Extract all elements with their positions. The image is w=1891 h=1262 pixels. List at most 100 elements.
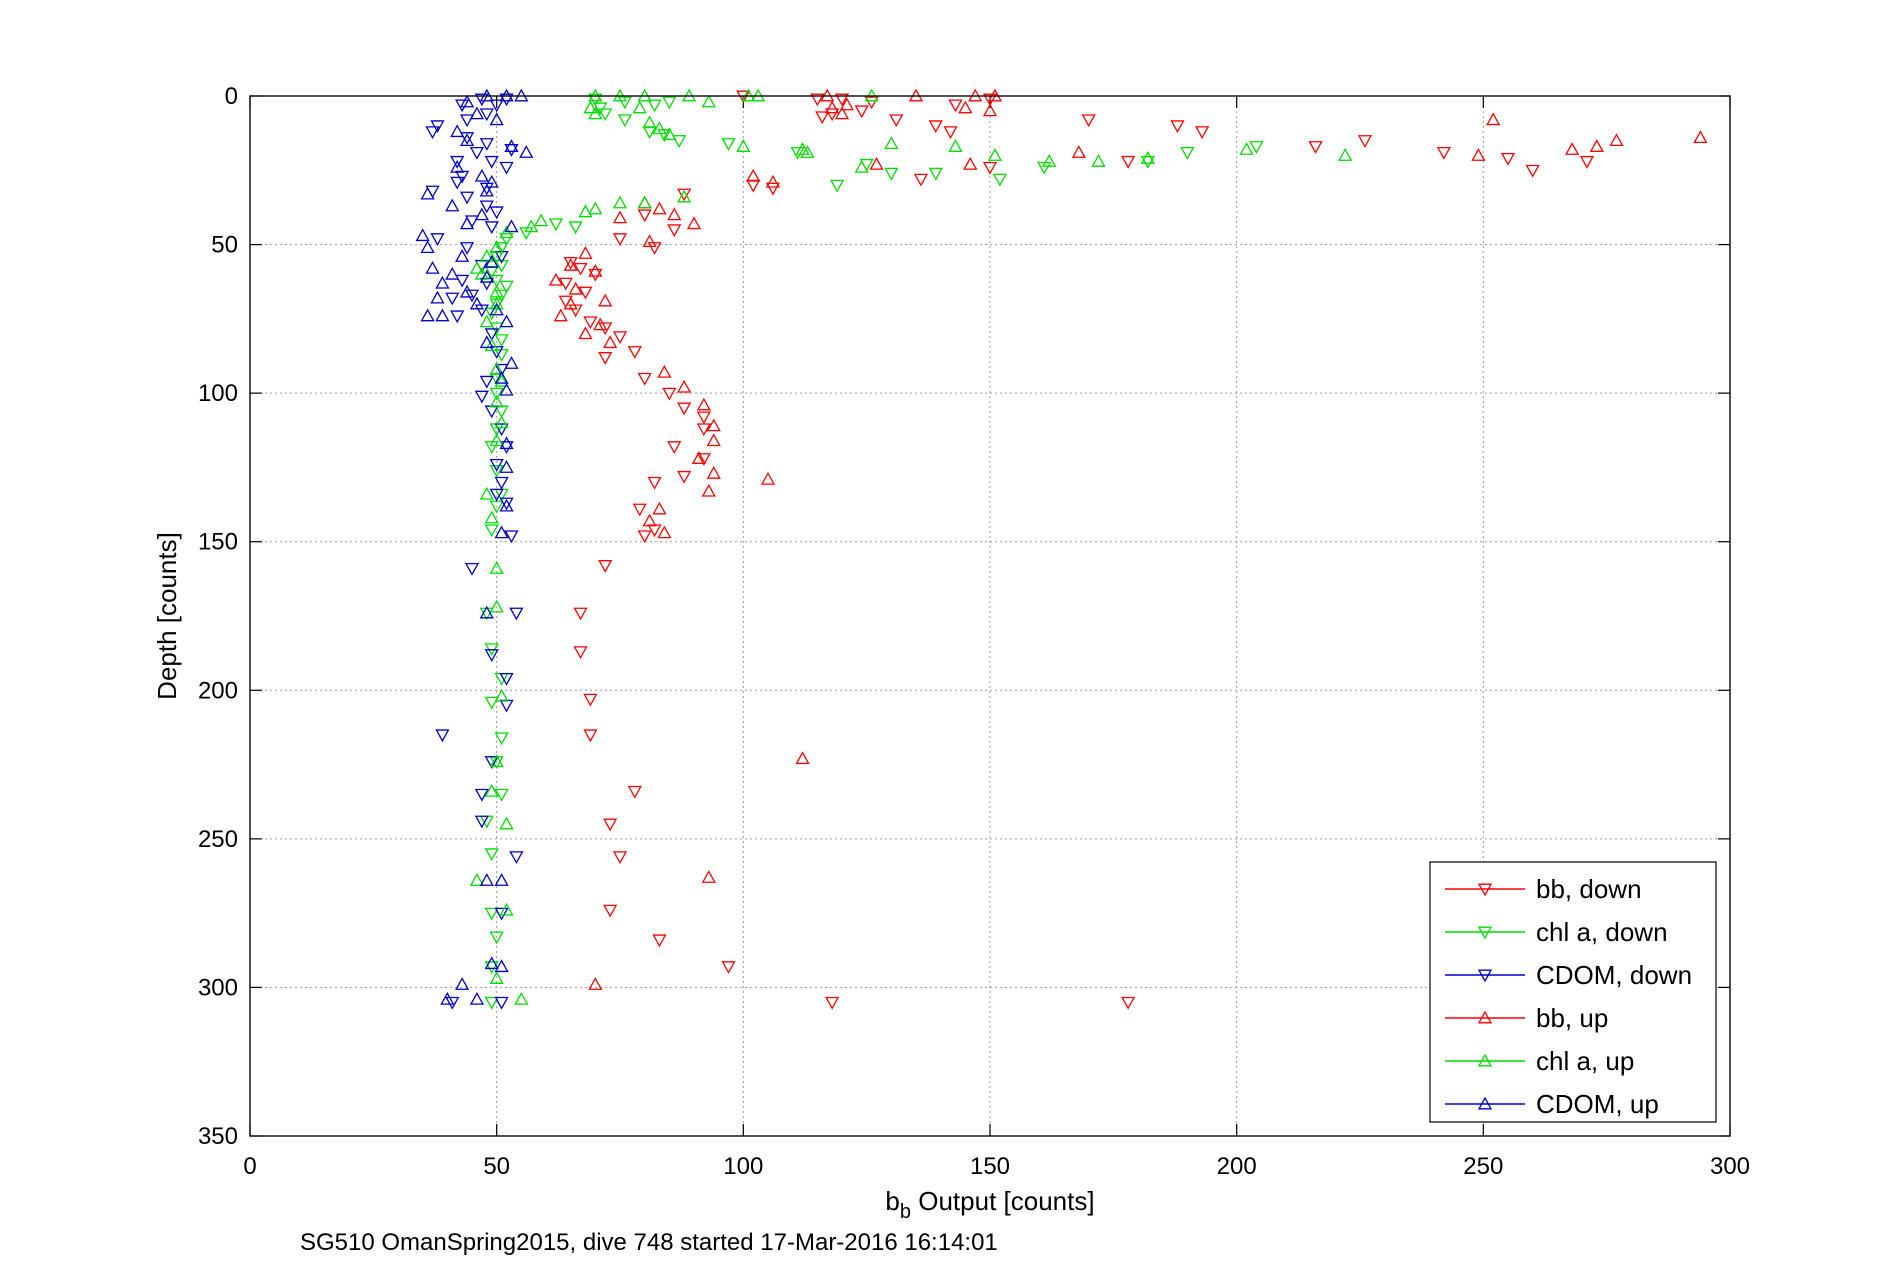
data-point: [489, 240, 504, 253]
data-point: [677, 189, 692, 203]
data-point: [494, 334, 509, 347]
data-point: [642, 126, 657, 139]
data-point: [869, 157, 884, 170]
data-point: [484, 155, 499, 169]
data-point: [499, 498, 514, 512]
data-point: [652, 934, 667, 948]
data-point: [484, 848, 499, 862]
data-point: [839, 97, 855, 111]
data-point: [612, 210, 628, 224]
data-point: [1471, 148, 1486, 161]
data-point: [479, 182, 494, 196]
data-point: [854, 159, 869, 173]
y-tick-label: 350: [198, 1123, 238, 1150]
x-axis-label-main: b: [885, 1186, 899, 1216]
data-point: [459, 284, 475, 298]
data-point: [464, 563, 480, 576]
data-point: [499, 233, 514, 246]
data-point: [430, 233, 445, 246]
data-point: [479, 108, 494, 122]
data-point: [1195, 126, 1210, 139]
data-point: [583, 693, 598, 707]
data-point: [677, 188, 692, 202]
data-point: [484, 783, 499, 797]
legend-label: bb, up: [1536, 1003, 1608, 1033]
data-point: [514, 991, 529, 1005]
data-point: [504, 219, 519, 233]
data-point: [746, 168, 761, 182]
data-point: [484, 221, 499, 235]
data-point: [459, 216, 475, 230]
data-point: [504, 356, 519, 369]
data-point: [469, 106, 485, 120]
data-point: [612, 331, 628, 345]
data-point: [948, 99, 963, 113]
data-point: [578, 326, 593, 340]
data-point: [815, 111, 830, 125]
data-point: [548, 272, 563, 286]
data-point: [469, 873, 485, 886]
data-point: [588, 201, 603, 215]
data-point: [479, 249, 494, 262]
data-point: [445, 292, 460, 306]
series-3: [548, 88, 1708, 990]
data-point: [450, 176, 465, 190]
data-point: [677, 379, 692, 393]
data-point: [499, 460, 514, 473]
data-point: [1071, 145, 1086, 158]
data-point: [825, 108, 840, 122]
data-point: [504, 144, 519, 157]
data-point: [963, 157, 978, 170]
data-point: [484, 328, 499, 342]
legend-label: bb, down: [1536, 874, 1642, 904]
plot-area: [415, 88, 1708, 1010]
data-point: [598, 352, 613, 365]
data-point: [494, 907, 509, 921]
legend-label: CDOM, down: [1536, 960, 1692, 990]
data-point: [834, 106, 850, 120]
data-point: [1565, 142, 1580, 155]
data-point: [484, 961, 499, 974]
data-point: [884, 136, 899, 149]
x-axis-label-rest: Output [counts]: [911, 1186, 1095, 1216]
data-point: [677, 470, 692, 484]
data-point: [1609, 133, 1624, 147]
legend-marker: [1477, 1010, 1493, 1024]
data-point: [469, 296, 485, 310]
data-point: [578, 286, 593, 300]
data-point: [469, 991, 485, 1005]
data-point: [548, 218, 563, 232]
data-point: [484, 649, 499, 662]
data-point: [474, 788, 489, 802]
data-point: [652, 501, 667, 515]
data-point: [489, 346, 504, 359]
data-point: [499, 672, 514, 686]
data-point: [1436, 147, 1451, 160]
data-point: [642, 513, 657, 527]
x-tick-label: 150: [970, 1153, 1010, 1180]
legend-label: CDOM, up: [1536, 1089, 1659, 1119]
data-point: [800, 145, 815, 158]
data-point: [415, 228, 430, 242]
data-point: [479, 375, 494, 389]
data-point: [455, 99, 470, 113]
data-point: [425, 126, 440, 139]
data-point: [425, 261, 440, 274]
data-point: [736, 139, 751, 152]
data-point: [765, 182, 781, 196]
data-point: [484, 174, 499, 188]
data-point: [1170, 120, 1185, 134]
data-point: [746, 179, 761, 193]
data-point: [982, 93, 998, 107]
legend-label: chl a, up: [1536, 1046, 1634, 1076]
data-point: [430, 290, 445, 304]
data-point: [647, 242, 662, 255]
data-point: [435, 729, 450, 743]
data-point: [677, 402, 692, 416]
data-point: [810, 93, 825, 107]
data-point: [603, 818, 618, 832]
data-point: [834, 93, 850, 107]
data-point: [765, 174, 781, 188]
data-point: [474, 168, 489, 182]
data-point: [568, 281, 583, 295]
